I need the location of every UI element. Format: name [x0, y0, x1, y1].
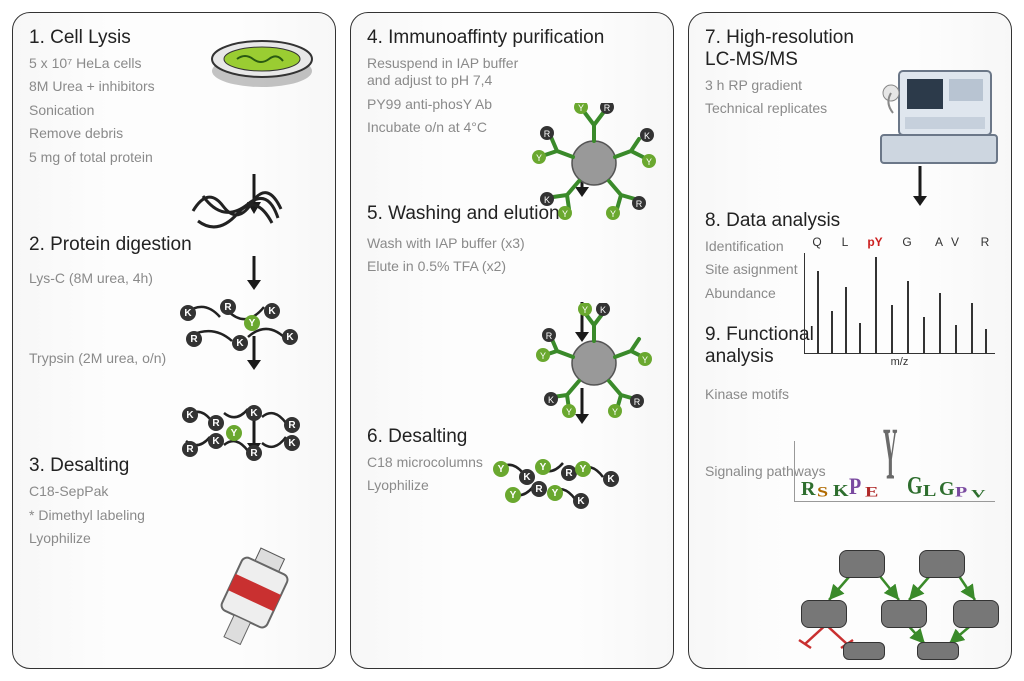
svg-text:Y: Y [612, 407, 618, 417]
step3-d1: C18-SepPak [29, 483, 319, 501]
step1-d4: Remove debris [29, 125, 319, 143]
svg-text:K: K [600, 305, 606, 315]
step2-d1: Lys-C (8M urea, 4h) [29, 270, 319, 288]
svg-text:R: R [634, 397, 641, 407]
step5-d2: Elute in 0.5% TFA (x2) [367, 258, 657, 276]
step5-d1: Wash with IAP buffer (x3) [367, 235, 527, 253]
svg-text:R: R [546, 331, 553, 341]
step9-d1: Kinase motifs [705, 386, 995, 404]
lysc-peptides-icon: K R K R K K Y [178, 293, 308, 358]
panel-2: 4. Immunoaffinty purification Resuspend … [350, 12, 674, 669]
svg-text:K: K [544, 195, 550, 205]
step6-title: 6. Desalting [367, 426, 657, 448]
step3-d2: * Dimethyl labeling [29, 507, 319, 525]
svg-text:K: K [548, 395, 554, 405]
eluted-peptides-icon: Y K Y R Y K Y R Y K [491, 453, 631, 508]
svg-text:Y: Y [642, 355, 648, 365]
step1-d3: Sonication [29, 102, 319, 120]
step8-title: 8. Data analysis [705, 210, 995, 232]
step1-d5: 5 mg of total protein [29, 149, 319, 167]
svg-text:Y: Y [536, 153, 542, 163]
step4-d1: Resuspend in IAP buffer and adjust to pH… [367, 55, 537, 90]
mass-spectrometer-icon [871, 53, 1001, 178]
svg-text:Y: Y [578, 103, 584, 113]
signaling-network-icon [789, 550, 999, 660]
proteins-icon [183, 181, 293, 241]
bead-wash-complex-icon: Y K Y R Y K Y Y R [529, 303, 659, 428]
trypsin-peptides-icon: K R K R R K R K Y [178, 401, 308, 476]
svg-text:Y: Y [562, 209, 568, 219]
bead-antibody-complex-icon: Y R K Y R Y Y K Y R [529, 103, 659, 228]
spectrum-xaxis-label: m/z [804, 356, 995, 368]
seppak-cartridge-icon [197, 543, 307, 658]
svg-text:Y: Y [540, 351, 546, 361]
svg-text:Y: Y [610, 209, 616, 219]
sequence-logo-icon: RSKPEYGLGPV [794, 441, 995, 502]
svg-text:R: R [604, 103, 611, 113]
step4-title: 4. Immunoaffinty purification [367, 27, 657, 49]
svg-text:K: K [644, 131, 650, 141]
step7-title: 7. High-resolution LC-MS/MS [705, 27, 885, 71]
svg-text:Y: Y [582, 305, 588, 315]
panel-3: 7. High-resolution LC-MS/MS 3 h RP gradi… [688, 12, 1012, 669]
svg-text:R: R [544, 129, 551, 139]
svg-text:Y: Y [646, 157, 652, 167]
panel-1: 1. Cell Lysis 5 x 10⁷ HeLa cells 8M Urea… [12, 12, 336, 669]
petri-dish-icon [207, 31, 317, 96]
svg-text:R: R [636, 199, 643, 209]
mass-spectrum-chart: QLpYGAVR m/z [804, 253, 995, 368]
svg-text:Y: Y [566, 407, 572, 417]
